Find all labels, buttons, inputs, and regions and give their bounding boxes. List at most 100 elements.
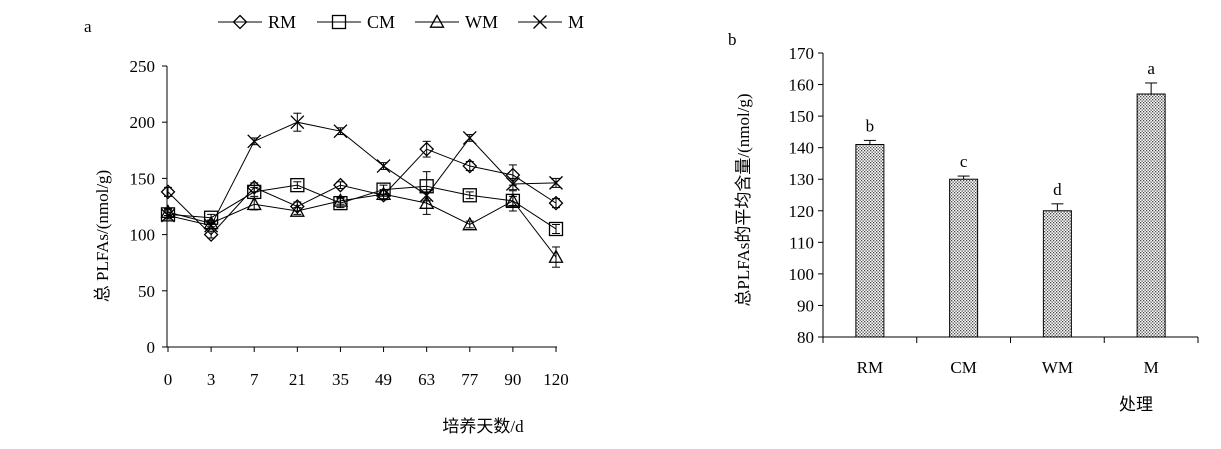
data-point-m xyxy=(419,188,434,203)
legend-label-wm: WM xyxy=(465,12,498,32)
chart-b-y-tick-label: 160 xyxy=(789,76,815,95)
data-point-cm xyxy=(160,207,176,222)
chart-a-y-tick-label: 50 xyxy=(138,282,155,301)
chart-b-y-tick-label: 90 xyxy=(797,296,814,315)
data-point-wm xyxy=(289,203,305,217)
data-point-rm xyxy=(548,195,564,211)
data-point-m-stroke-2 xyxy=(462,130,477,145)
legend-marker-rm xyxy=(232,14,248,30)
legend-marker-m xyxy=(533,15,547,29)
legend-marker-m-stroke-2 xyxy=(533,15,547,29)
data-point-m-stroke-2 xyxy=(505,177,520,191)
series-cm-line xyxy=(167,184,557,230)
chart-a-x-tick-label: 0 xyxy=(164,370,173,389)
legend-label-cm: CM xyxy=(367,12,395,32)
chart-a-x-tick-label: 77 xyxy=(461,370,479,389)
legend-marker-wm xyxy=(429,14,445,28)
data-point-rm xyxy=(160,184,176,200)
chart-b-x-tick-label: M xyxy=(1144,358,1159,377)
series-rm-line xyxy=(167,148,557,236)
chart-a-y-tick-label: 250 xyxy=(130,57,156,76)
data-point-rm xyxy=(203,227,219,243)
chart-b: 80 90 100 110 120 130 140 150 160 170 b RM c CM d WM a M xyxy=(789,44,1199,377)
chart-b-y-tick-label: 170 xyxy=(789,44,815,63)
data-point-m xyxy=(161,208,175,223)
data-point-m-stroke-2 xyxy=(333,124,348,139)
data-point-cm xyxy=(462,188,477,203)
chart-b-x-tick-label: RM xyxy=(857,358,883,377)
chart-a-x-tick-label: 21 xyxy=(289,370,306,389)
data-point-m xyxy=(333,124,348,139)
data-point-wm xyxy=(462,216,478,231)
chart-a-y-tick-label: 200 xyxy=(130,113,156,132)
chart-b-y-tick-label: 80 xyxy=(797,328,814,347)
bar-wm xyxy=(1042,210,1072,338)
series-cm xyxy=(160,171,564,237)
data-point-rm xyxy=(419,141,435,157)
chart-b-y-tick-label: 150 xyxy=(789,107,815,126)
legend-label-rm: RM xyxy=(268,12,296,32)
chart-b-y-tick-label: 110 xyxy=(789,233,814,252)
legend-a: RM CM WM M xyxy=(218,12,584,32)
data-point-m-stroke-2 xyxy=(419,188,434,203)
data-point-m xyxy=(376,159,391,173)
series-rm xyxy=(160,140,564,243)
data-point-rm xyxy=(376,187,391,203)
significance-letter-cm: c xyxy=(960,152,968,171)
chart-a-x-tick-label: 90 xyxy=(504,370,521,389)
series-m xyxy=(161,112,563,233)
chart-a-x-tick-label: 35 xyxy=(332,370,349,389)
bar-cm xyxy=(949,178,979,338)
legend-label-m: M xyxy=(568,12,584,32)
data-point-m-stroke-2 xyxy=(549,175,563,190)
legend-marker-cm xyxy=(331,14,347,30)
data-point-rm xyxy=(462,158,478,174)
significance-letter-m: a xyxy=(1147,59,1155,78)
data-point-cm xyxy=(290,177,305,193)
chart-b-x-tick-label: CM xyxy=(950,358,976,377)
bar-rm xyxy=(855,144,885,338)
chart-a-x-tick-label: 7 xyxy=(250,370,259,389)
data-point-wm xyxy=(332,193,349,207)
chart-b-y-tick-label: 120 xyxy=(789,202,815,221)
series-wm-line xyxy=(167,193,557,258)
data-point-wm xyxy=(419,195,435,209)
chart-a: 0 50 100 150 200 250 0 3 7 21 35 49 63 77 90 120 xyxy=(130,57,569,389)
data-point-m-stroke-2 xyxy=(247,134,262,149)
chart-b-y-tick-label: 100 xyxy=(789,265,815,284)
data-point-m xyxy=(462,130,477,145)
panel-b-label: b xyxy=(728,30,737,49)
chart-a-y-tick-label: 100 xyxy=(130,226,156,245)
chart-a-y-axis-title: 总 PLFAs/(nmol/g) xyxy=(93,170,112,302)
chart-b-y-axis-title: 总PLFAs的平均含量/(nmol/g) xyxy=(734,93,753,306)
chart-b-x-axis-title: 处理 xyxy=(1119,395,1153,414)
data-point-m-stroke-2 xyxy=(290,115,305,130)
data-point-wm xyxy=(548,249,564,263)
significance-letter-rm: b xyxy=(866,116,875,135)
data-point-m xyxy=(247,134,262,149)
data-point-cm xyxy=(333,195,348,211)
chart-a-x-axis-title: 培养天数/d xyxy=(442,417,524,436)
data-point-wm xyxy=(505,193,521,207)
data-point-m xyxy=(549,175,563,190)
series-m-line xyxy=(167,121,557,227)
chart-a-x-tick-label: 63 xyxy=(418,370,435,389)
chart-a-y-tick-label: 150 xyxy=(130,169,156,188)
chart-a-x-tick-label: 49 xyxy=(375,370,392,389)
chart-a-x-tick-label: 120 xyxy=(543,370,569,389)
chart-b-y-tick-label: 140 xyxy=(789,139,815,158)
data-point-m-stroke-2 xyxy=(376,159,391,173)
chart-a-y-tick-label: 0 xyxy=(147,338,156,357)
chart-b-x-tick-label: WM xyxy=(1042,358,1073,377)
chart-b-y-tick-label: 130 xyxy=(789,170,815,189)
data-point-cm xyxy=(548,221,564,237)
series-wm xyxy=(160,186,564,268)
data-point-m xyxy=(505,177,520,191)
chart-a-x-tick-label: 3 xyxy=(207,370,216,389)
data-point-m xyxy=(290,115,305,130)
significance-letter-wm: d xyxy=(1053,180,1062,199)
data-point-wm xyxy=(375,186,392,200)
data-point-m-stroke-2 xyxy=(161,208,175,223)
panel-a-label: a xyxy=(84,17,92,36)
